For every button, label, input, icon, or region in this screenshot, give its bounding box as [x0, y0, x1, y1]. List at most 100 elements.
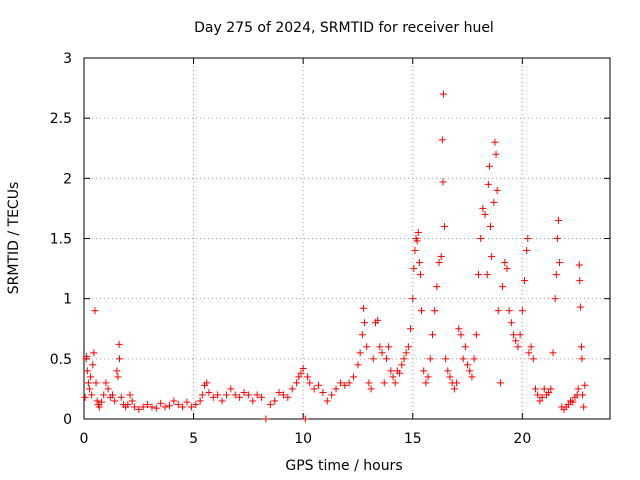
data-point — [398, 361, 406, 369]
data-point — [503, 265, 511, 273]
data-point — [275, 389, 283, 397]
data-point — [493, 186, 501, 194]
data-point — [382, 355, 390, 363]
data-point — [380, 379, 388, 387]
data-point — [549, 349, 557, 357]
data-point — [209, 393, 217, 401]
data-point — [540, 385, 548, 393]
data-point — [170, 397, 178, 405]
data-point — [492, 150, 500, 158]
data-point — [446, 373, 454, 381]
data-point — [111, 397, 119, 405]
data-point — [459, 355, 467, 363]
data-point — [523, 247, 531, 255]
data-point — [92, 379, 100, 387]
data-point — [534, 391, 542, 399]
data-point — [165, 402, 173, 410]
data-point — [507, 319, 515, 327]
data-point — [135, 405, 143, 413]
y-tick-label: 0.5 — [50, 352, 72, 368]
data-point — [487, 222, 495, 230]
y-tick-label: 3 — [63, 51, 72, 67]
data-point — [536, 397, 544, 405]
data-point — [93, 397, 101, 405]
data-point — [124, 401, 132, 409]
data-point — [575, 261, 583, 269]
data-point — [479, 204, 487, 212]
data-point — [407, 325, 415, 333]
data-point — [100, 391, 108, 399]
data-point — [431, 307, 439, 315]
data-point — [521, 277, 529, 285]
data-point — [336, 379, 344, 387]
data-point — [319, 389, 327, 397]
data-point — [420, 367, 428, 375]
data-point — [315, 381, 323, 389]
data-point — [310, 385, 318, 393]
data-point — [576, 277, 584, 285]
data-point — [461, 343, 469, 351]
data-point — [328, 391, 336, 399]
data-point — [470, 355, 478, 363]
data-point — [442, 355, 450, 363]
data-point — [341, 381, 349, 389]
data-point — [413, 237, 421, 245]
data-point — [439, 178, 447, 186]
data-point — [527, 343, 535, 351]
data-point — [293, 379, 301, 387]
data-point — [472, 331, 480, 339]
data-point — [525, 349, 533, 357]
data-point — [433, 283, 441, 291]
data-point — [367, 385, 375, 393]
data-point — [108, 391, 116, 399]
data-point — [358, 331, 366, 339]
data-point — [578, 355, 586, 363]
data-point — [518, 307, 526, 315]
data-point — [416, 271, 424, 279]
data-point — [414, 228, 422, 236]
data-point — [117, 393, 125, 401]
data-point — [374, 316, 382, 324]
data-point — [524, 235, 532, 242]
data-point — [391, 379, 399, 387]
data-point — [240, 389, 248, 397]
data-point — [179, 403, 187, 411]
data-point — [262, 415, 270, 423]
data-point — [409, 295, 417, 303]
data-point — [538, 393, 546, 401]
x-tick-label: 0 — [80, 431, 89, 447]
data-point — [306, 379, 314, 387]
data-point — [424, 373, 432, 381]
data-point — [499, 283, 507, 291]
data-point — [438, 136, 446, 144]
data-point — [83, 352, 91, 360]
data-point — [576, 303, 584, 311]
data-point — [359, 304, 367, 312]
data-point — [104, 385, 112, 393]
data-point — [441, 222, 449, 230]
x-tick-label: 20 — [513, 431, 531, 447]
data-point — [85, 385, 93, 393]
data-point — [552, 271, 560, 279]
data-point — [514, 343, 522, 351]
y-tick-label: 2.5 — [50, 111, 72, 127]
data-point — [304, 373, 312, 381]
data-point — [484, 180, 492, 188]
point-layer — [81, 90, 589, 423]
data-point — [332, 385, 340, 393]
y-tick-label: 1 — [63, 292, 72, 308]
data-point — [400, 355, 408, 363]
data-point — [227, 385, 235, 393]
data-point — [491, 138, 499, 146]
data-point — [83, 367, 91, 375]
data-point — [510, 331, 518, 339]
data-point — [345, 379, 353, 387]
data-point — [444, 367, 452, 375]
data-point — [102, 379, 110, 387]
data-point — [410, 265, 418, 273]
data-point — [218, 397, 226, 405]
data-point — [422, 379, 430, 387]
data-point — [483, 271, 491, 279]
data-point — [284, 393, 292, 401]
